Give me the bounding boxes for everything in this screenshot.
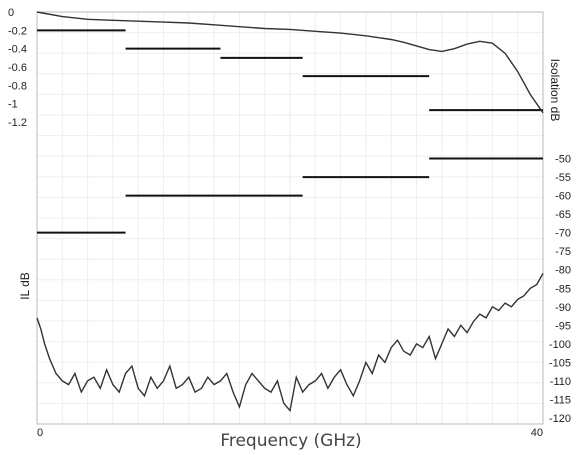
y-right-tick-label: -95 <box>555 320 571 332</box>
y-right-tick-label: -80 <box>555 265 571 277</box>
grid <box>37 12 543 424</box>
plot-frame <box>36 11 544 425</box>
y-right-tick-label: -110 <box>550 376 571 388</box>
y-right-axis-label: Isolation dB <box>548 59 562 122</box>
y-right-tick-label: -65 <box>555 209 571 221</box>
y-left-tick-label: 0 <box>8 7 14 19</box>
y-right-tick-label: -75 <box>555 246 571 258</box>
y-left-axis-label: IL dB <box>18 272 32 300</box>
y-left-tick-label: -0.6 <box>8 62 27 74</box>
x-axis-ticks: 0 40 <box>37 427 543 439</box>
x-tick-label: 0 <box>37 427 43 439</box>
left-axis-ticks: 0 -0.2 -0.4 -0.6 -0.8 -1 -1.2 <box>8 7 27 129</box>
insertion-loss-trace <box>36 11 544 114</box>
right-axis-ticks: -50 -55 -60 -65 -70 -75 -80 -85 -90 -95 -100 -105 -1… <box>549 154 571 425</box>
traces <box>36 11 544 413</box>
y-right-tick-label: -120 <box>549 413 571 425</box>
y-right-tick-label: -90 <box>555 302 571 314</box>
y-right-tick-label: -100 <box>549 339 571 351</box>
y-right-tick-label: -55 <box>555 172 571 184</box>
y-left-tick-label: -0.4 <box>8 44 27 56</box>
spec-limit-lines <box>37 29 543 234</box>
y-right-tick-label: -115 <box>550 394 571 406</box>
y-left-tick-label: -0.8 <box>8 80 27 92</box>
y-right-tick-label: -50 <box>555 154 571 166</box>
x-tick-label: 40 <box>531 427 543 439</box>
y-left-tick-label: -1.2 <box>8 117 27 129</box>
isolation-trace <box>36 273 544 413</box>
x-axis-label: Frequency (GHz) <box>220 431 361 451</box>
y-right-tick-label: -60 <box>555 191 571 203</box>
y-right-tick-label: -70 <box>555 228 571 240</box>
y-right-tick-label: -105 <box>549 357 571 369</box>
y-right-tick-label: -85 <box>555 283 571 295</box>
y-left-tick-label: -1 <box>8 99 18 111</box>
y-left-tick-label: -0.2 <box>8 25 27 37</box>
